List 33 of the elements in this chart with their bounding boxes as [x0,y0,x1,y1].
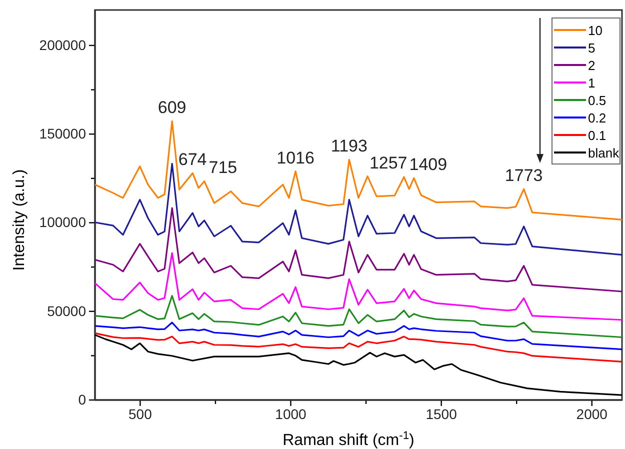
legend-label: 0.2 [588,110,606,126]
annotation: 1257 [369,153,408,172]
line-series [94,322,623,350]
y-tick-label: 50000 [47,302,86,319]
annotation: 715 [208,158,238,178]
x-tick-label: 500 [128,406,152,422]
legend-label: 10 [588,23,602,38]
x-axis-title: Raman shift (cm$^{-1}$) [282,430,414,449]
annotation: 1409 [409,155,448,174]
line-series [94,207,623,292]
legend-label: 5 [588,40,596,56]
line-series [94,334,623,396]
x-tick-label: 2000 [576,406,608,422]
annotation: 1193 [330,136,368,156]
legend-label: 1 [588,76,596,90]
legend-label: 0.5 [588,93,606,108]
line-series [94,332,623,363]
legend-label: 2 [588,58,596,73]
x-tick-label: 1500 [426,406,458,422]
line-series [94,252,623,321]
legend-label: blank [588,146,620,160]
y-axis-title: Intensity (a.u.) [11,169,28,271]
y-tick-label: 0 [78,391,86,408]
y-tick-label: 150000 [39,126,86,142]
x-tick-label: 1000 [275,406,307,422]
line-series [94,294,623,338]
y-tick-label: 200000 [39,36,86,53]
annotation: 1773 [504,166,543,186]
annotation: 674 [178,150,207,170]
annotation: 1016 [276,148,314,168]
y-tick-label: 100000 [39,214,86,230]
legend-label: 0.1 [588,128,606,143]
annotation: 609 [158,98,186,118]
